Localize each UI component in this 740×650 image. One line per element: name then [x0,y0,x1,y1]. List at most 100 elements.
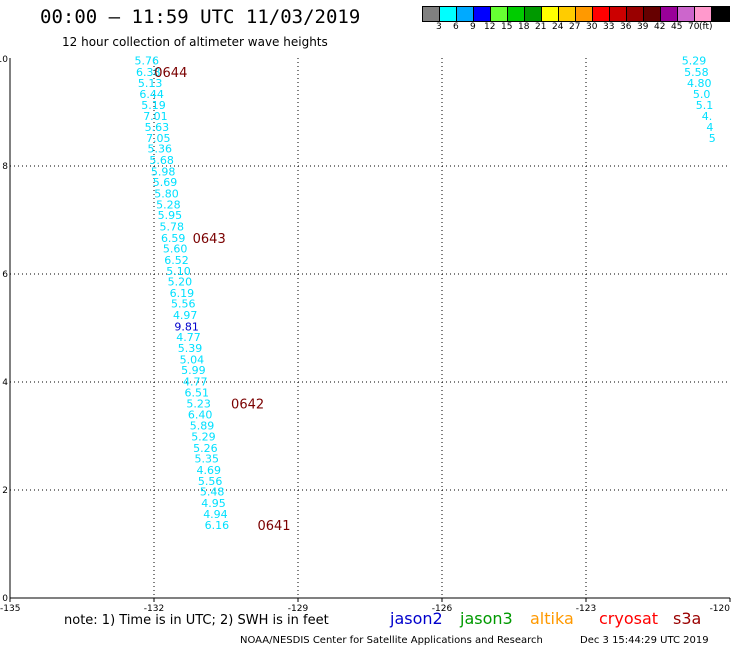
y-tick-label: 8 [2,162,8,172]
wave-height-label: 5.98 [151,165,176,178]
color-scale-label: 36 [620,22,632,32]
wave-height-label: 5.69 [153,176,178,189]
wave-height-label: 5.29 [682,55,707,68]
wave-height-label: 9.81 [174,320,199,333]
color-scale-bar [422,6,730,22]
wave-height-label: 5.56 [171,298,196,311]
wave-height-label: 5.63 [145,121,170,134]
footer-credit: NOAA/NESDIS Center for Satellite Applica… [240,635,543,646]
x-tick-label: -135 [0,604,20,614]
color-swatch [542,7,559,21]
wave-height-label: 5.36 [148,143,173,156]
y-tick-label: 2 [2,486,8,496]
wave-height-label: 6.16 [205,519,230,532]
color-scale-label: 9 [470,22,476,32]
wave-height-label: 5.76 [135,55,160,68]
wave-height-label: 5.19 [141,99,166,112]
legend-item-cryosat: cryosat [599,609,659,628]
color-scale-label: 70 [688,22,700,32]
color-swatch [491,7,508,21]
color-swatch [610,7,627,21]
wave-height-label: 5.95 [158,209,183,222]
legend-item-s3a: s3a [673,609,702,628]
color-scale-label: 45 [671,22,683,32]
wave-height-label: 6.19 [170,287,195,300]
color-swatch [576,7,593,21]
wave-height-label: 5.1 [696,99,714,112]
color-swatch [644,7,661,21]
color-swatch [440,7,457,21]
color-scale-label: 21 [535,22,547,32]
wave-height-label: 6.59 [161,232,186,245]
pass-time-label: 0641 [257,519,290,534]
legend-item-altika: altika [530,609,574,628]
color-scale-label: 24 [552,22,564,32]
wave-height-label: 5.60 [163,243,188,256]
wave-height-label: 5.26 [193,442,218,455]
y-tick-label: 4 [2,378,8,388]
color-swatch [423,7,440,21]
color-scale-label: 18 [518,22,530,32]
wave-height-label: 5.78 [160,220,185,233]
wave-height-label: 4.77 [183,375,208,388]
pass-time-label: 0643 [193,232,226,247]
wave-height-label: 5.29 [191,431,216,444]
color-scale-label: 39 [637,22,649,32]
color-scale-label: 12 [484,22,496,32]
wave-height-label: 5.0 [693,88,711,101]
wave-height-label: 5.56 [198,475,223,488]
wave-height-label: 5.23 [186,398,211,411]
wave-height-label: 5.35 [195,453,220,466]
wave-height-label: 6.44 [139,88,164,101]
color-scale-label: 30 [586,22,598,32]
x-tick-label: -129 [288,604,309,614]
page-subtitle: 12 hour collection of altimeter wave hei… [62,35,328,49]
wave-height-label: 5.58 [684,66,709,79]
y-tick-label: 0 [2,594,8,604]
color-swatch [525,7,542,21]
wave-height-label: 5.10 [166,265,191,278]
color-swatch [474,7,491,21]
color-scale-label: 3 [436,22,442,32]
color-scale-label: 27 [569,22,581,32]
wave-height-label: 5.80 [154,188,179,201]
wave-height-label: 4.77 [176,331,201,344]
wave-height-label: 4.97 [173,309,198,322]
wave-height-label: 4 [706,121,713,134]
x-tick-label: -120 [710,604,731,614]
wave-height-label: 5 [709,132,716,145]
y-tick-label: 10 [0,55,8,65]
color-scale-label: (ft) [699,22,713,32]
x-tick-label: -132 [144,604,164,614]
wave-height-label: 5.89 [190,420,215,433]
color-swatch [678,7,695,21]
wave-height-label: 4. [702,110,713,123]
wave-height-label: 6.52 [164,254,189,267]
wave-height-label: 6.51 [184,386,209,399]
wave-height-label: 5.13 [138,77,163,90]
color-swatch [508,7,525,21]
color-swatch [627,7,644,21]
wave-height-label: 4.95 [201,497,226,510]
wave-height-label: 5.28 [156,198,181,211]
wave-height-label: 5.39 [178,342,203,355]
color-scale-label: 15 [501,22,513,32]
wave-height-label: 5.20 [168,276,193,289]
color-swatch [695,7,712,21]
color-swatch [559,7,576,21]
footer-note: note: 1) Time is in UTC; 2) SWH is in fe… [64,613,329,628]
color-swatch [593,7,610,21]
color-scale-label: 6 [453,22,459,32]
wave-height-label: 5.68 [149,154,174,167]
pass-time-label: 0644 [154,66,187,81]
wave-height-label: 5.48 [200,486,225,499]
color-scale-label: 33 [603,22,615,32]
page-title: 00:00 – 11:59 UTC 11/03/2019 [40,6,361,28]
wave-height-label: 4.94 [203,508,228,521]
wave-height-label: 7.05 [146,132,171,145]
wave-height-label: 5.99 [181,364,206,377]
y-tick-label: 6 [2,270,8,280]
wave-height-label: 4.80 [687,77,712,90]
wave-height-label: 5.04 [180,353,205,366]
